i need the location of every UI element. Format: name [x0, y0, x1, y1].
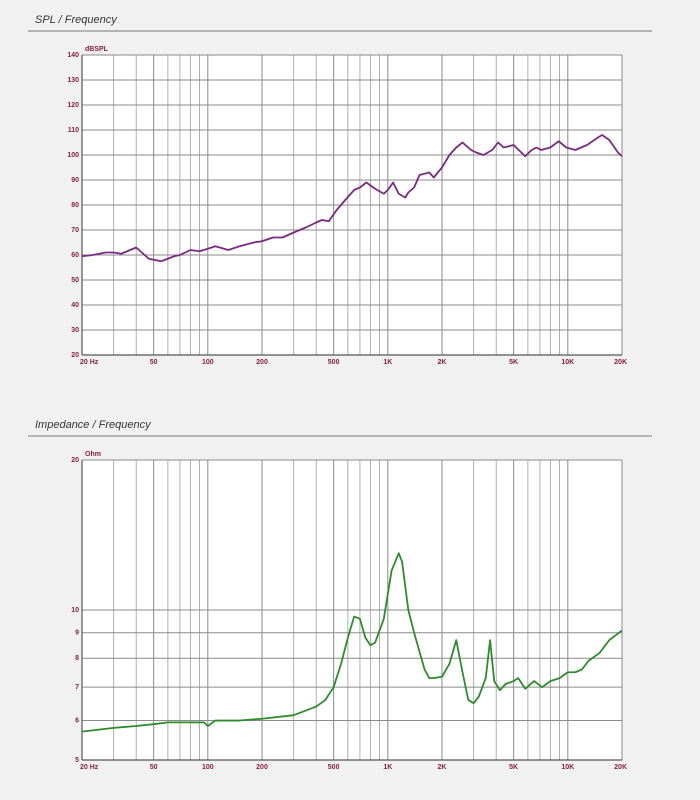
x-tick-label: 1K	[383, 764, 392, 771]
x-tick-label: 20K	[614, 359, 627, 366]
y-tick-label: 110	[68, 127, 79, 134]
x-tick-label: 50	[150, 359, 158, 366]
y-tick-label: 120	[67, 102, 79, 109]
chart-title: SPL / Frequency	[35, 14, 118, 26]
y-tick-label: 90	[71, 177, 79, 184]
x-tick-label: 10K	[561, 359, 574, 366]
y-tick-label: 5	[75, 757, 79, 764]
y-tick-label: 50	[71, 277, 79, 284]
x-tick-label: 200	[256, 359, 268, 366]
y-tick-label: 80	[71, 202, 79, 209]
x-tick-label: 50	[150, 764, 158, 771]
chart-title: Impedance / Frequency	[35, 419, 152, 431]
x-tick-label: 20 Hz	[80, 359, 99, 366]
y-tick-label: 20	[71, 352, 79, 359]
y-tick-label: 7	[75, 684, 79, 691]
y-unit-label: dBSPL	[85, 46, 109, 53]
y-unit-label: Ohm	[85, 451, 101, 458]
x-tick-label: 5K	[509, 359, 518, 366]
x-tick-label: 200	[256, 764, 268, 771]
y-tick-label: 130	[67, 77, 79, 84]
x-tick-label: 1K	[383, 359, 392, 366]
x-tick-label: 500	[328, 359, 340, 366]
x-tick-label: 2K	[438, 359, 447, 366]
y-tick-label: 60	[71, 252, 79, 259]
y-tick-label: 140	[67, 52, 79, 59]
data-line	[81, 552, 623, 733]
data-line	[81, 134, 623, 263]
y-tick-label: 6	[75, 717, 79, 724]
y-tick-label: 70	[71, 227, 79, 234]
x-tick-label: 20K	[614, 764, 627, 771]
y-tick-label: 10	[71, 607, 79, 614]
x-tick-label: 10K	[561, 764, 574, 771]
y-tick-label: 9	[75, 630, 79, 637]
x-tick-label: 100	[202, 764, 214, 771]
x-tick-label: 20 Hz	[80, 764, 99, 771]
x-tick-label: 5K	[509, 764, 518, 771]
y-tick-label: 8	[75, 655, 79, 662]
y-tick-label: 20	[71, 457, 79, 464]
y-tick-label: 40	[71, 302, 79, 309]
y-tick-label: 100	[67, 152, 79, 159]
x-tick-label: 2K	[438, 764, 447, 771]
x-tick-label: 100	[202, 359, 214, 366]
x-tick-label: 500	[328, 764, 340, 771]
y-tick-label: 30	[71, 327, 79, 334]
